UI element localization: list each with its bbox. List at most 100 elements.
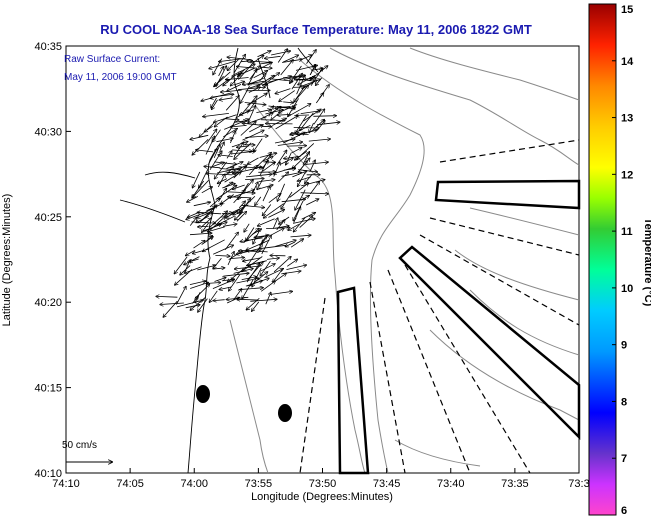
y-tick-label: 40:25 [34,212,62,224]
colorbar: 15 14 13 12 11 10 9 8 7 6 Temperature (°C) [588,3,651,517]
current-vector [248,116,267,123]
current-vector [215,66,226,87]
current-vector [215,161,227,179]
current-vector [294,79,315,82]
current-vector [268,194,281,204]
current-vector [255,196,262,205]
current-vector [303,109,321,122]
current-vector [219,169,240,171]
current-vector [228,266,247,282]
y-tick-label: 40:10 [34,468,62,480]
current-vector [275,88,291,94]
current-vector [275,116,298,130]
current-vector [308,66,328,82]
current-vector [285,241,295,247]
current-vector [239,251,257,252]
current-vector [241,61,252,62]
current-vector [255,234,271,237]
colorbar-tick-label: 6 [621,505,627,517]
colorbar-tick-label: 10 [621,283,633,295]
current-vector [249,85,260,89]
current-vector [198,212,212,224]
current-vector [218,67,224,77]
current-vector [229,258,244,259]
current-vector [203,113,229,116]
current-vector [277,183,285,201]
current-vector [202,222,227,232]
current-vector [266,258,279,259]
current-vector [213,245,233,255]
current-vector [196,215,209,222]
current-vector [233,82,244,86]
current-vector [254,138,263,152]
current-vector [286,265,306,270]
current-vector [193,202,210,207]
current-vector [243,229,259,244]
current-vector [211,97,217,108]
current-vector [271,113,279,121]
colorbar-tick-label: 12 [621,169,633,181]
current-vector [241,277,257,280]
legend-line1: Raw Surface Current: [64,54,160,65]
current-vector [193,248,210,254]
current-vector [283,76,302,80]
current-vector [274,139,295,144]
colorbar-tick-label: 9 [621,340,627,352]
current-vector [297,161,307,173]
current-vector [229,274,241,291]
current-vector [163,300,178,317]
x-axis-label: Longitude (Degrees:Minutes) [251,491,393,503]
current-vector [197,212,210,218]
x-axis-ticks: 74:10 74:05 74:00 73:55 73:50 73:45 73:40 73:35… [52,468,590,490]
current-vector [293,200,304,221]
current-vector [215,80,228,90]
current-vector [222,224,237,227]
current-vector [193,171,201,188]
radar-footprint-southeast [398,245,581,441]
current-vector [317,121,325,131]
current-vector [290,124,311,135]
current-vector [281,172,301,177]
current-vector [289,183,309,198]
x-tick-label: 74:05 [116,478,144,490]
current-vector [286,146,306,147]
current-vector [259,264,275,272]
current-vector [247,278,269,287]
current-vector [227,296,249,299]
current-vector [238,69,245,77]
current-vector [275,226,289,229]
radar-footprint-north [434,179,581,210]
current-vector [278,172,288,183]
x-tick-label: 74:00 [180,478,208,490]
current-vector [290,65,302,83]
current-vector [264,203,284,218]
current-vector [315,93,323,104]
current-vector [254,56,263,62]
current-vector [288,104,311,117]
current-vector [259,244,286,248]
current-vector [221,194,234,205]
current-vector [228,59,239,71]
current-vector [244,180,253,190]
current-vector [311,68,323,70]
x-tick-label: 73:3 [568,478,589,490]
current-vector [201,187,212,194]
current-vector [260,120,285,121]
x-tick-label: 73:50 [309,478,337,490]
map-area: Raw Surface Current: May 11, 2006 19:00 … [62,45,581,475]
current-vector [210,92,232,98]
current-vector [253,71,268,79]
y-tick-label: 40:20 [34,297,62,309]
current-vector [263,204,272,216]
current-vector [205,236,213,243]
current-vector [240,85,250,103]
current-vector [249,66,260,80]
current-vector [292,171,306,178]
y-tick-label: 40:15 [34,383,62,395]
current-vector [246,227,255,241]
x-tick-label: 73:40 [437,478,465,490]
current-vector [224,119,248,130]
current-vector [265,110,283,115]
current-vector [282,55,298,63]
current-vector [280,60,293,76]
